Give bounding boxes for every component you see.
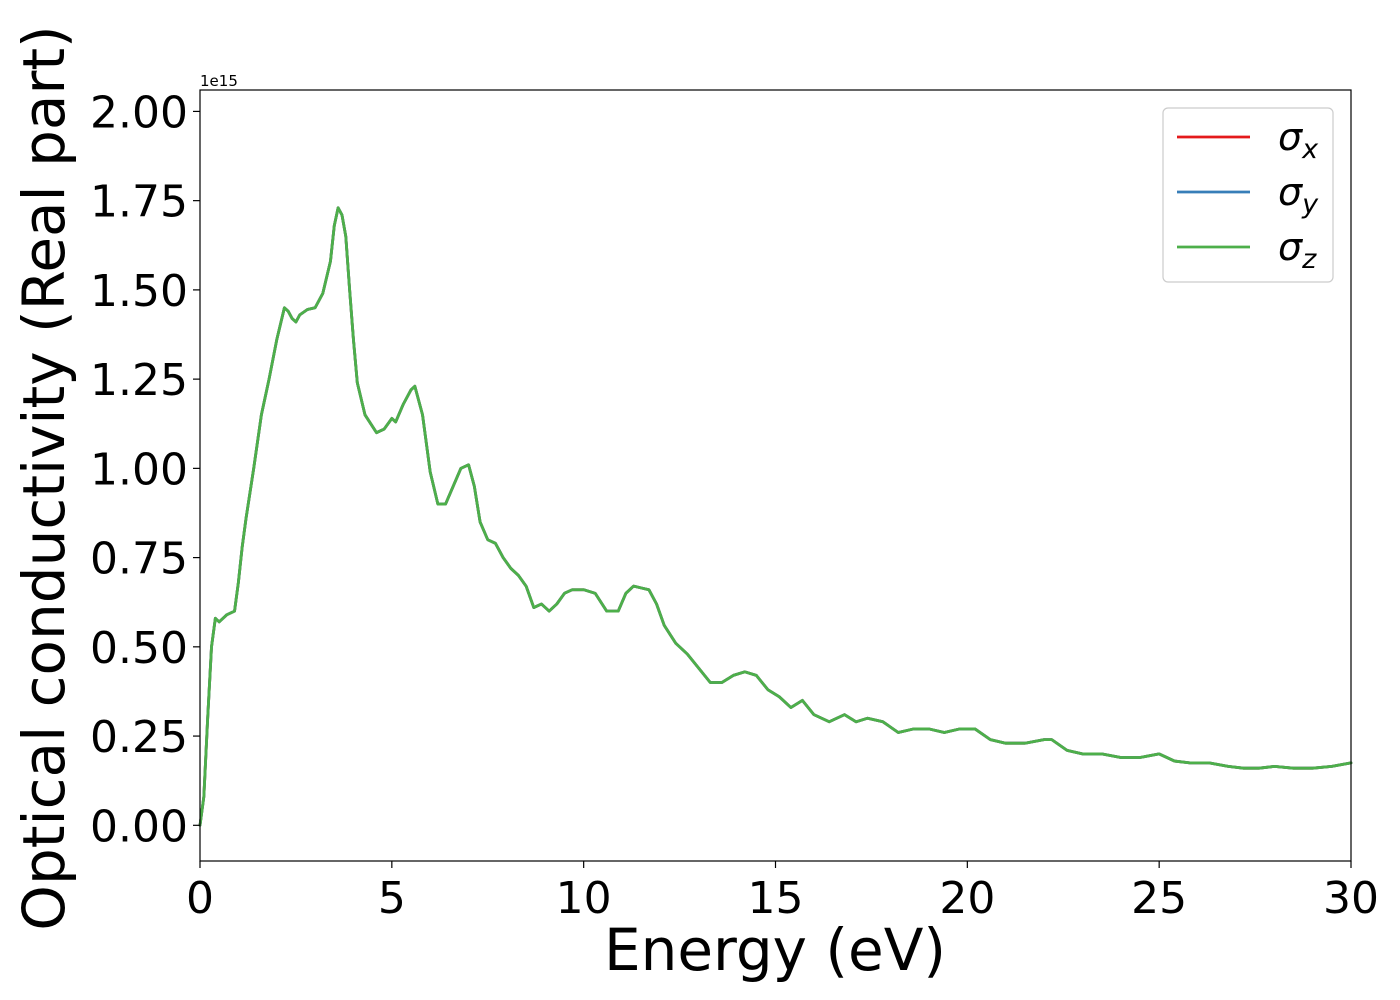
x-axis-title: Energy (eV) bbox=[604, 916, 946, 984]
legend-label: σz bbox=[1278, 225, 1317, 275]
y-axis-ticks: 0.00 0.25 0.50 0.75 1.00 1.25 1.50 1.75 2.00 bbox=[90, 87, 200, 852]
series-lines bbox=[198, 206, 1353, 827]
x-tick-label: 25 bbox=[1131, 873, 1187, 924]
legend-box bbox=[1162, 107, 1334, 283]
y-tick-label: 2.00 bbox=[90, 87, 188, 138]
x-tick-label: 30 bbox=[1323, 873, 1379, 924]
x-tick-label: 5 bbox=[378, 873, 406, 924]
y-offset-text: 1e15 bbox=[200, 72, 238, 90]
y-tick-label: 0.50 bbox=[90, 623, 188, 674]
y-tick-label: 1.25 bbox=[90, 355, 188, 406]
y-tick-label: 1.00 bbox=[90, 444, 188, 495]
x-tick-label: 0 bbox=[186, 873, 214, 924]
y-tick-label: 1.50 bbox=[90, 266, 188, 317]
y-tick-label: 0.25 bbox=[90, 712, 188, 763]
y-tick-label: 0.00 bbox=[90, 801, 188, 852]
series-line---z bbox=[198, 206, 1353, 827]
y-axis-title: Optical conductivity (Real part) bbox=[10, 25, 78, 930]
x-tick-label: 10 bbox=[556, 873, 612, 924]
x-tick-label: 20 bbox=[939, 873, 995, 924]
x-tick-label: 15 bbox=[748, 873, 804, 924]
legend-label: σx bbox=[1278, 115, 1319, 165]
legend-label: σy bbox=[1278, 170, 1319, 220]
y-tick-label: 0.75 bbox=[90, 534, 188, 585]
y-tick-label: 1.75 bbox=[90, 177, 188, 228]
x-axis-ticks: 0 5 10 15 20 25 30 bbox=[186, 861, 1379, 924]
